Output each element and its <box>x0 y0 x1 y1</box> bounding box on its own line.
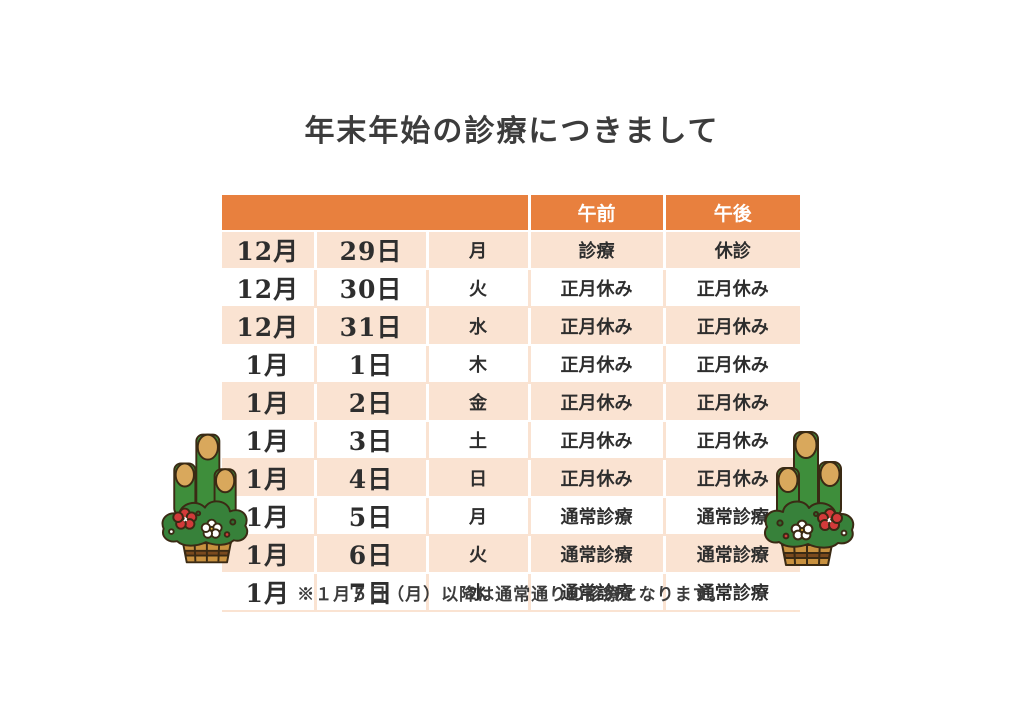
cell-weekday: 月 <box>427 231 531 270</box>
cell-day: 5日 <box>315 497 429 536</box>
cell-morning-status: 正月休み <box>529 421 666 460</box>
cell-morning-status: 正月休み <box>529 307 666 346</box>
cell-morning-status: 正月休み <box>529 269 666 308</box>
cell-day: 29日 <box>315 231 429 270</box>
table-header-row: 午前 午後 <box>222 195 800 232</box>
cell-afternoon-status: 正月休み <box>664 269 800 308</box>
cell-morning-status: 通常診療 <box>529 535 666 574</box>
cell-month: 12月 <box>222 307 317 346</box>
cell-month: 12月 <box>222 269 317 308</box>
header-pm: 午後 <box>664 195 800 232</box>
cell-weekday: 水 <box>427 573 531 612</box>
cell-weekday: 火 <box>427 535 531 574</box>
schedule-table-body: 12月 29日月診療 休診 12月 30日火正月休み 正月休み 12月 31日水正月休み 正月休… <box>222 231 800 612</box>
cell-morning-status: 診療 <box>529 231 666 270</box>
cell-day: 1日 <box>315 345 429 384</box>
cell-weekday: 月 <box>427 497 531 536</box>
cell-month: 1月 <box>222 459 317 498</box>
table-row: 12月 30日火正月休み 正月休み <box>222 269 800 308</box>
table-row: 1月 1日木正月休み 正月休み <box>222 345 800 384</box>
cell-afternoon-status: 休診 <box>664 231 800 270</box>
cell-morning-status: 正月休み <box>529 459 666 498</box>
cell-month: 1月 <box>222 421 317 460</box>
cell-month: 12月 <box>222 231 317 270</box>
header-am: 午前 <box>529 195 666 232</box>
schedule-table: 午前 午後 12月 29日月診療 休診 12月 30日火正月休み 正月休み 12月 31日水正… <box>222 195 800 612</box>
kadomatsu-left-illustration <box>161 433 249 564</box>
table-row: 1月 4日日正月休み 正月休み <box>222 459 800 498</box>
cell-afternoon-status: 正月休み <box>664 345 800 384</box>
table-row: 12月 29日月診療 休診 <box>222 231 800 270</box>
header-blank-cell <box>222 195 531 232</box>
cell-weekday: 土 <box>427 421 531 460</box>
cell-weekday: 木 <box>427 345 531 384</box>
cell-afternoon-status: 正月休み <box>664 383 800 422</box>
cell-month: 1月 <box>222 383 317 422</box>
table-row: 1月 7日水通常診療 通常診療 <box>222 573 800 612</box>
cell-weekday: 火 <box>427 269 531 308</box>
cell-day: 31日 <box>315 307 429 346</box>
kadomatsu-right-illustration <box>763 431 855 566</box>
cell-morning-status: 正月休み <box>529 345 666 384</box>
cell-afternoon-status: 正月休み <box>664 421 800 460</box>
cell-day: 6日 <box>315 535 429 574</box>
cell-day: 2日 <box>315 383 429 422</box>
table-row: 1月 5日月通常診療 通常診療 <box>222 497 800 536</box>
table-row: 1月 6日火通常診療 通常診療 <box>222 535 800 574</box>
cell-day: 30日 <box>315 269 429 308</box>
cell-afternoon-status: 通常診療 <box>664 573 800 612</box>
cell-weekday: 金 <box>427 383 531 422</box>
page-title: 年末年始の診療につきまして <box>304 114 720 149</box>
cell-morning-status: 通常診療 <box>529 573 666 612</box>
cell-morning-status: 通常診療 <box>529 497 666 536</box>
cell-weekday: 日 <box>427 459 531 498</box>
cell-weekday: 水 <box>427 307 531 346</box>
cell-day: 7日 <box>315 573 429 612</box>
cell-morning-status: 正月休み <box>529 383 666 422</box>
table-row: 1月 2日金正月休み 正月休み <box>222 383 800 422</box>
cell-month: 1月 <box>222 345 317 384</box>
table-row: 1月 3日土正月休み 正月休み <box>222 421 800 460</box>
cell-month: 1月 <box>222 573 317 612</box>
cell-day: 3日 <box>315 421 429 460</box>
cell-afternoon-status: 正月休み <box>664 307 800 346</box>
footnote: ※１月５日（月）以降は通常通りの診療となります。 <box>297 585 727 605</box>
cell-day: 4日 <box>315 459 429 498</box>
table-row: 12月 31日水正月休み 正月休み <box>222 307 800 346</box>
